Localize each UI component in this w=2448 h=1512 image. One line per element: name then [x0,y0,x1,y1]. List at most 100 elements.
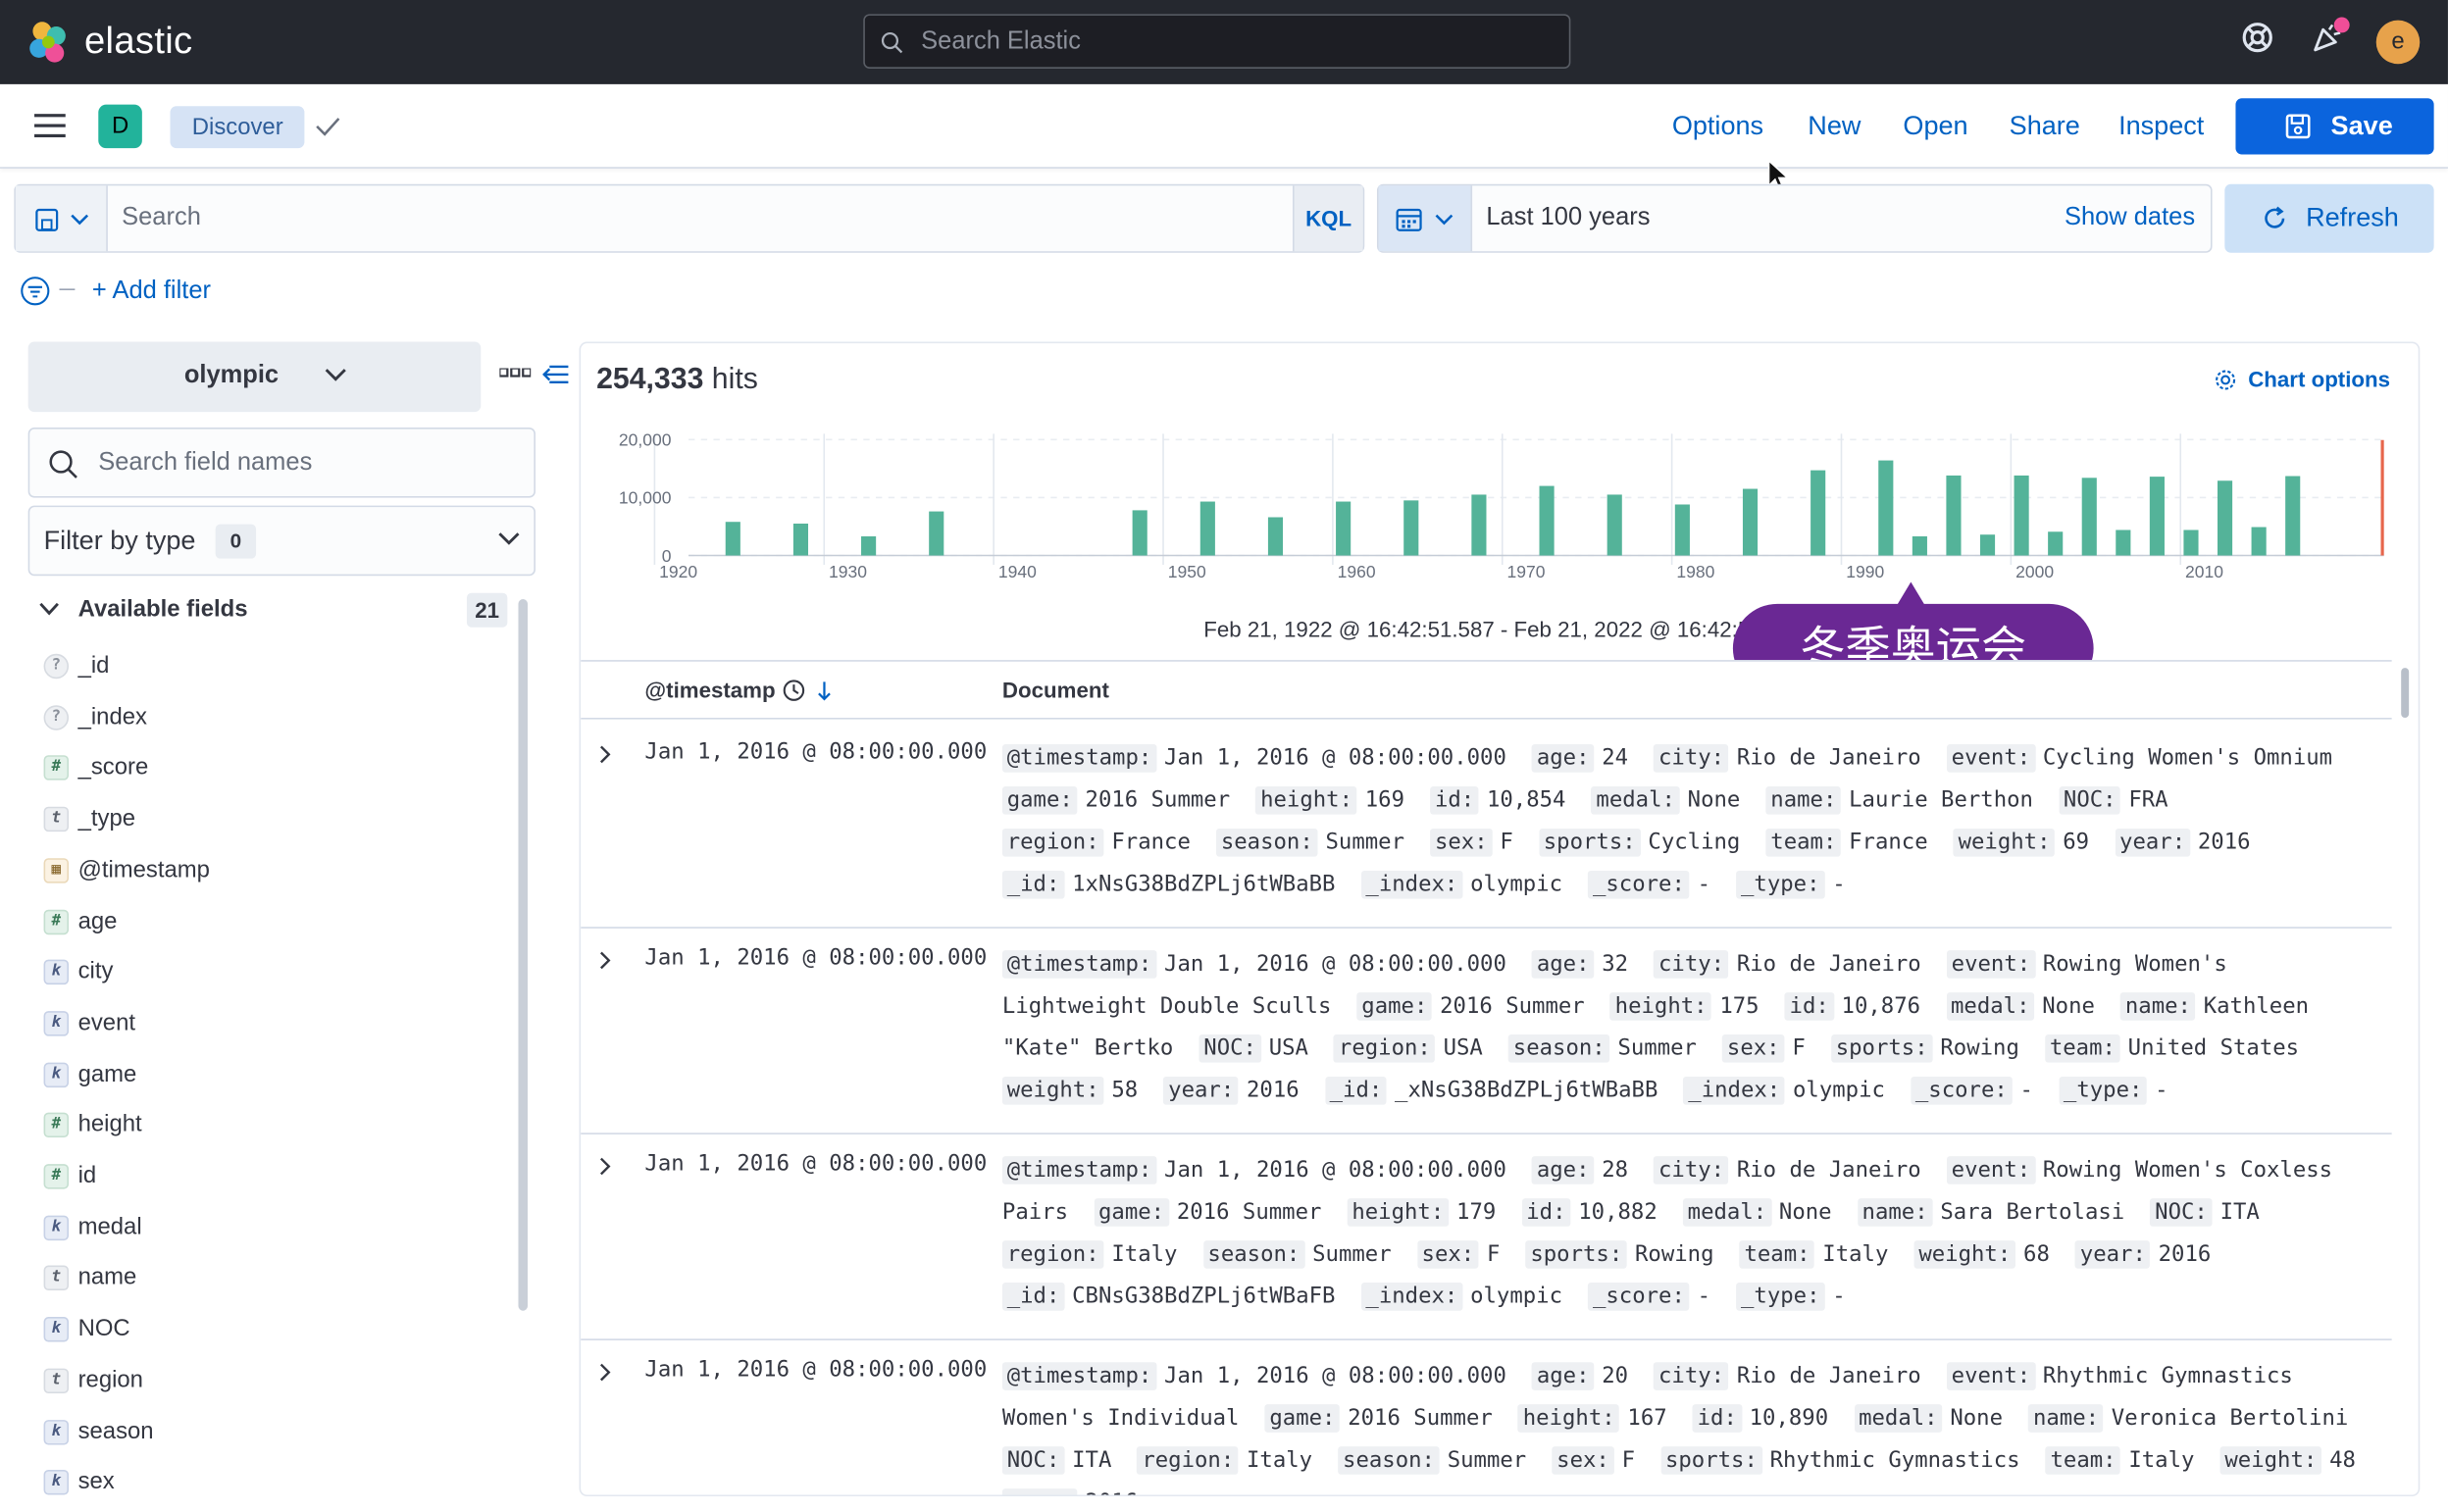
field-name: height [77,1111,142,1138]
elastic-logo-icon [29,22,66,63]
new-link[interactable]: New [1808,110,1862,141]
doc-field-value: 2016 Summer [1440,993,1585,1020]
help-icon[interactable] [2240,21,2274,55]
doc-field-value: 2016 Summer [1085,787,1231,814]
doc-field-key: id: [1784,992,1834,1021]
space-avatar[interactable]: D [98,104,142,149]
field-item[interactable]: k NOC [40,1312,493,1346]
filter-by-type-label: Filter by type [43,526,196,556]
quick-time-menu-button[interactable] [1378,185,1473,252]
row-document: @timestamp: Jan 1, 2016 @ 08:00:00.000 ag… [1001,738,2384,907]
field-item[interactable]: ? _id [40,649,493,683]
field-search-input[interactable]: Search field names [27,428,536,498]
doc-field-key: _type: [2059,1076,2148,1105]
news-feed-icon[interactable] [2311,21,2345,55]
show-dates-link[interactable]: Show dates [2064,204,2196,231]
collapse-sidebar-icon[interactable] [541,364,570,385]
doc-field-value: 48 [2329,1447,2356,1474]
time-range-value[interactable]: Last 100 years [1486,204,1651,231]
field-item[interactable]: # _score [40,751,493,785]
doc-field-value: - [2155,1078,2168,1104]
available-fields-toggle[interactable]: Available fields 21 [31,592,515,630]
field-item[interactable]: t region [40,1363,493,1397]
field-item[interactable]: ? _index [40,700,493,734]
field-item[interactable]: k season [40,1415,493,1449]
doc-field-key: sex: [1552,1446,1614,1475]
clock-icon [783,680,805,701]
saved-query-menu-button[interactable] [15,185,108,252]
doc-field-value: Sara Bertolasi [1940,1199,2125,1226]
data-view-picker[interactable]: olympic [27,341,482,413]
field-item[interactable]: k game [40,1057,493,1091]
share-link[interactable]: Share [2009,110,2080,141]
field-item[interactable]: # age [40,904,493,938]
table-row: Jan 1, 2016 @ 08:00:00.000 @timestamp: Jan… [581,1340,2391,1495]
saved-query-icon [35,208,59,231]
chart-bar [2116,529,2131,556]
user-avatar[interactable]: e [2375,20,2421,65]
column-header-timestamp[interactable]: @timestamp [644,677,776,703]
sidebar-scrollbar[interactable] [518,599,529,1311]
chart-options-button[interactable]: Chart options [2216,366,2391,392]
doc-field-value: 2016 Summer [1176,1199,1322,1226]
query-input[interactable]: Search [122,204,201,231]
doc-field-value: France [1849,830,1928,856]
more-options-icon[interactable] [499,368,532,378]
options-link[interactable]: Options [1671,110,1764,141]
doc-field-value: 1xNsG38BdZPLj6tWBaBB [1072,872,1336,897]
chevron-right-icon[interactable] [598,950,612,971]
save-icon [2285,114,2311,139]
field-type-icon: k [43,959,70,985]
chevron-right-icon[interactable] [598,744,612,765]
refresh-button[interactable]: Refresh [2224,183,2434,253]
doc-field-key: sports: [1830,1034,1933,1063]
field-item[interactable]: k city [40,955,493,989]
field-item[interactable]: k sex [40,1466,493,1500]
table-scrollbar[interactable] [2401,668,2410,718]
doc-field-value: 2016 [2158,1241,2212,1268]
doc-field-key: name: [2120,992,2196,1021]
field-type-icon: ? [43,653,70,680]
doc-field-key: event: [1946,1156,2035,1184]
field-item[interactable]: t name [40,1261,493,1295]
chevron-right-icon[interactable] [598,1362,612,1383]
doc-field-key: @timestamp: [1001,950,1157,979]
chart-options-label: Chart options [2248,366,2391,392]
open-link[interactable]: Open [1903,110,1968,141]
doc-field-value: 10,890 [1749,1405,1829,1432]
chart-bar [1878,460,1894,556]
chart-bar [2081,478,2097,556]
sort-descending-icon[interactable] [817,680,833,701]
save-button[interactable]: Save [2235,98,2434,155]
field-item[interactable]: # height [40,1108,493,1142]
doc-field-key: game: [1264,1404,1341,1433]
chevron-down-icon [498,532,520,545]
filter-by-type-count: 0 [215,524,257,559]
global-search-input[interactable]: Search Elastic [863,14,1571,70]
gear-icon [2216,370,2236,390]
filter-by-type-button[interactable]: Filter by type 0 [27,505,536,577]
elastic-logo[interactable]: elastic [25,19,192,66]
add-filter-button[interactable]: + Add filter [91,277,211,305]
doc-field-value: Rowing [1940,1035,2019,1062]
chart-bar [1403,500,1419,556]
row-timestamp: Jan 1, 2016 @ 08:00:00.000 [644,1357,988,1383]
field-item[interactable]: k medal [40,1210,493,1244]
doc-field-value: 179 [1456,1199,1497,1226]
field-item[interactable]: ▦ @timestamp [40,853,493,887]
breadcrumb-discover[interactable]: Discover [170,106,305,149]
chevron-right-icon[interactable] [598,1156,612,1177]
field-item[interactable]: # id [40,1159,493,1193]
filter-divider [59,288,76,290]
chart-bar [1810,470,1826,556]
inspect-link[interactable]: Inspect [2118,110,2205,141]
field-item[interactable]: t _type [40,802,493,836]
hamburger-menu-icon[interactable] [34,113,66,139]
time-picker: Last 100 years Show dates [1376,183,2213,253]
field-item[interactable]: k event [40,1006,493,1040]
doc-field-key: region: [1001,828,1104,857]
query-language-button[interactable]: KQL [1293,185,1363,252]
available-fields-count: 21 [466,592,508,628]
filter-menu-icon[interactable] [21,277,50,306]
doc-field-key: height: [1255,786,1357,815]
